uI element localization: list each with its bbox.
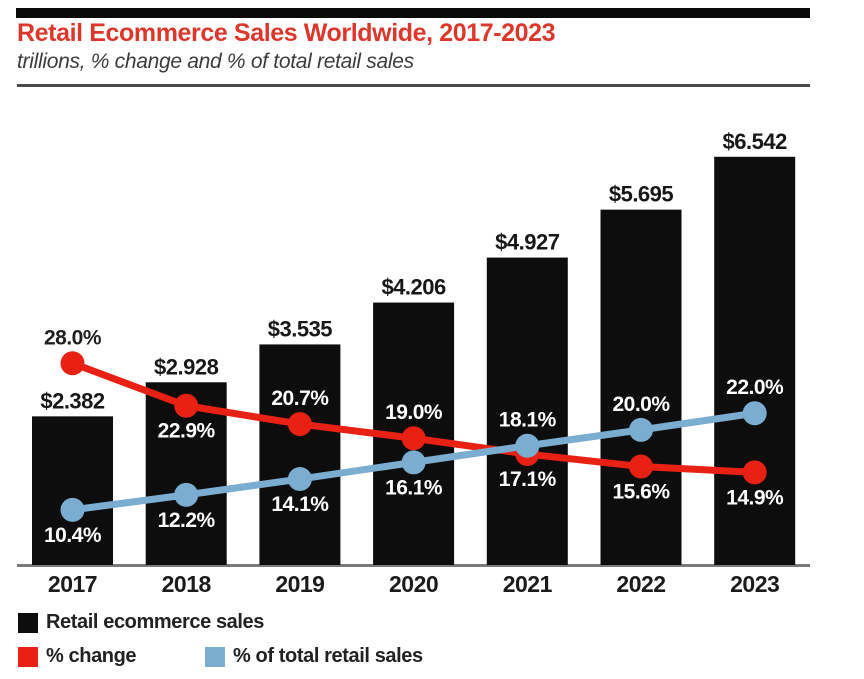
point-pct-of-total-2020 [401,450,426,475]
pct-label-pct-of-total-2020: 16.1% [385,476,443,499]
pct-label-pct-of-total-2021: 18.1% [499,409,557,432]
bar-2022 [600,209,682,565]
pct-label-pct-change-2020: 19.0% [385,401,443,424]
pct-label-pct-of-total-2019: 14.1% [271,493,329,516]
pct-label-pct-change-2021: 17.1% [499,468,557,491]
bar-value-label-2018: $2.928 [154,354,219,379]
pct-label-pct-of-total-2017: 10.4% [44,524,102,547]
pct-label-pct-of-total-2022: 20.0% [612,393,670,416]
legend-label: % of total retail sales [233,645,423,667]
pct-label-pct-of-total-2023: 22.0% [726,376,784,399]
year-label-2020: 2020 [389,571,438,597]
year-label-2018: 2018 [162,571,212,597]
bar-2019 [259,344,341,565]
legend-swatch-bar-series [18,612,38,633]
bar-value-label-2021: $4.927 [495,230,560,255]
year-label-2023: 2023 [730,571,779,597]
bar-2023 [714,156,796,565]
point-pct-of-total-2022 [629,417,653,442]
pct-label-pct-change-2022: 15.6% [612,481,670,504]
year-label-2021: 2021 [503,571,553,597]
legend-label: % change [46,645,137,667]
legend-label: Retail ecommerce sales [46,611,265,633]
legend-swatch-pct-of-total [205,646,225,667]
legend-item-pct-of-total-retail-sales: % of total retail sales [205,645,423,668]
pct-label-pct-change-2023: 14.9% [726,486,784,509]
point-pct-change-2017 [60,351,85,376]
point-pct-of-total-2018 [174,482,199,507]
point-pct-change-2018 [174,393,199,418]
legend-item-retail-ecommerce-sales: Retail ecommerce sales [18,611,264,634]
point-pct-of-total-2017 [60,497,85,522]
point-pct-of-total-2019 [287,467,312,492]
year-label-2017: 2017 [48,571,97,597]
bar-value-label-2023: $6.542 [723,129,788,154]
bar-value-label-2019: $3.535 [268,316,333,341]
bar-2017 [32,416,113,565]
point-pct-of-total-2023 [742,401,767,426]
legend-item-pct-change: % change [18,645,137,668]
year-label-2022: 2022 [616,571,665,597]
bar-value-label-2017: $2.382 [40,388,105,413]
point-pct-change-2019 [287,412,312,437]
bar-2021 [486,257,568,565]
point-pct-change-2022 [629,454,653,479]
pct-label-pct-change-2017: 28.0% [44,326,102,349]
chart-title: Retail Ecommerce Sales Worldwide, 2017-2… [17,19,556,47]
chart-subtitle: trillions, % change and % of total retai… [17,50,414,73]
legend-swatch-pct-change [18,646,38,667]
bar-value-label-2022: $5.695 [609,182,674,207]
x-axis-line [17,564,810,567]
pct-label-pct-change-2018: 22.9% [158,420,216,443]
pct-label-pct-of-total-2018: 12.2% [158,509,216,532]
header-rule [17,84,810,87]
point-pct-change-2020 [401,426,426,451]
point-pct-change-2023 [742,460,767,485]
year-label-2019: 2019 [275,571,324,597]
pct-label-pct-change-2019: 20.7% [271,387,329,410]
point-pct-of-total-2021 [515,433,540,458]
bar-value-label-2020: $4.206 [381,275,446,300]
header-top-bar [16,8,810,18]
